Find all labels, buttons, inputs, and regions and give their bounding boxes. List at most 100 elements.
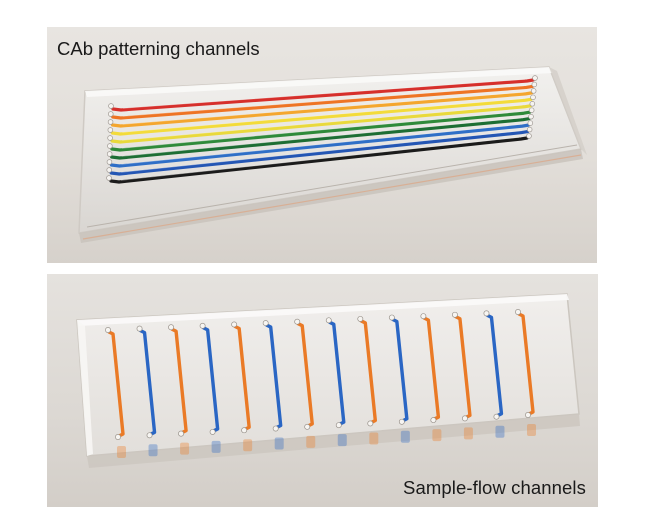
sample-flow-channel (454, 315, 472, 420)
channel-reflection (495, 425, 505, 438)
channel-highlight (122, 98, 524, 133)
inlet-port (106, 151, 113, 157)
outlet-port (304, 423, 311, 430)
channel-reflection (337, 434, 347, 447)
cab-channel (110, 117, 531, 160)
outlet-port (398, 418, 405, 425)
chip-front-edge (87, 414, 580, 468)
sample-flow-channel (138, 328, 157, 437)
cab-channel (110, 110, 532, 152)
inlet-port (528, 107, 535, 113)
sample-flow-channel (517, 312, 535, 416)
inlet-port (107, 119, 114, 125)
cab-channel (111, 84, 534, 120)
chip-top-edge (77, 294, 569, 326)
sample-flow-channel (296, 321, 314, 428)
caption-cab-patterning: CAb patterning channels (57, 38, 260, 59)
chip-left-edge (77, 320, 93, 456)
outlet-port (325, 317, 332, 324)
channel-reflection (148, 444, 158, 457)
inlet-port (106, 159, 113, 165)
channel-reflection (211, 440, 221, 453)
inlet-port (108, 111, 114, 117)
cab-channel (110, 97, 533, 136)
outlet-port (483, 310, 490, 317)
inlet-port (531, 81, 538, 88)
inlet-port (528, 113, 534, 120)
outlet-port (168, 324, 175, 331)
channel-highlight (120, 137, 520, 181)
outlet-port (367, 420, 374, 427)
cab-patterning-chip-photo: CAb patterning channels (47, 27, 597, 263)
channel-reflection (306, 435, 316, 448)
sample-flow-channel (264, 323, 283, 430)
channel-reflection (117, 446, 126, 458)
inlet-port (526, 126, 533, 133)
outlet-port (199, 322, 206, 329)
cab-channel (109, 136, 529, 184)
inlet-port (106, 175, 112, 181)
channel-reflection (432, 429, 442, 442)
channel-highlight (122, 91, 524, 125)
outlet-port (241, 427, 248, 434)
inlet-port (527, 120, 534, 126)
inlet-port (107, 127, 114, 133)
outlet-port (136, 325, 143, 332)
outlet-port (388, 314, 395, 321)
channel-reflection (180, 442, 190, 455)
channel-highlight (121, 124, 521, 165)
chip-front-highlight (86, 144, 578, 228)
cab-channel (109, 129, 530, 176)
inlet-port (530, 94, 536, 101)
chip-front-reflection (82, 154, 582, 240)
inlet-port (107, 143, 113, 149)
caption-sample-flow: Sample-flow channels (403, 477, 586, 498)
channel-highlight (122, 85, 525, 117)
sample-flow-channel (107, 330, 125, 438)
outlet-port (493, 413, 500, 420)
inlet-port (108, 103, 114, 109)
inlet-port (530, 88, 537, 94)
outlet-port (262, 320, 269, 327)
channel-highlight (122, 79, 526, 109)
outlet-port (209, 428, 216, 435)
outlet-port (105, 327, 111, 333)
sample-flow-channel (422, 316, 441, 421)
channel-highlight (122, 104, 523, 141)
sample-flow-channel (328, 320, 346, 426)
outlet-port (515, 309, 521, 315)
outlet-port (420, 313, 427, 320)
photo-panel-cab-patterning: CAb patterning channels (47, 27, 597, 263)
inlet-port (526, 133, 532, 139)
channel-reflection (243, 439, 253, 452)
sample-flow-channel (233, 324, 251, 431)
cab-channel (109, 123, 530, 168)
channel-reflection (527, 424, 536, 436)
outlet-port (430, 417, 437, 424)
sample-flow-channel (391, 317, 409, 423)
outlet-port (357, 315, 364, 322)
sample-flow-channel (170, 327, 188, 435)
chip-top-edge (85, 67, 553, 97)
sample-flow-chip-photo (47, 274, 598, 507)
outlet-port (231, 321, 238, 328)
channel-reflections (117, 424, 536, 458)
channel-reflection (463, 427, 473, 440)
cab-channel-group (106, 75, 538, 184)
outlet-port (461, 415, 468, 422)
channel-reflection (400, 430, 410, 443)
outlet-port (525, 412, 531, 418)
sample-flow-channel (359, 319, 378, 425)
channel-highlight (121, 111, 522, 149)
outlet-port (115, 434, 121, 440)
inlet-port (529, 101, 536, 107)
inlet-port (106, 167, 112, 173)
channel-highlight (121, 117, 522, 157)
outlet-port (272, 425, 279, 432)
inlet-port (532, 75, 538, 81)
outlet-port (146, 432, 153, 439)
channel-highlight (121, 130, 520, 173)
outlet-port (294, 318, 301, 325)
cab-channel (110, 104, 532, 144)
outlet-port (451, 311, 458, 318)
